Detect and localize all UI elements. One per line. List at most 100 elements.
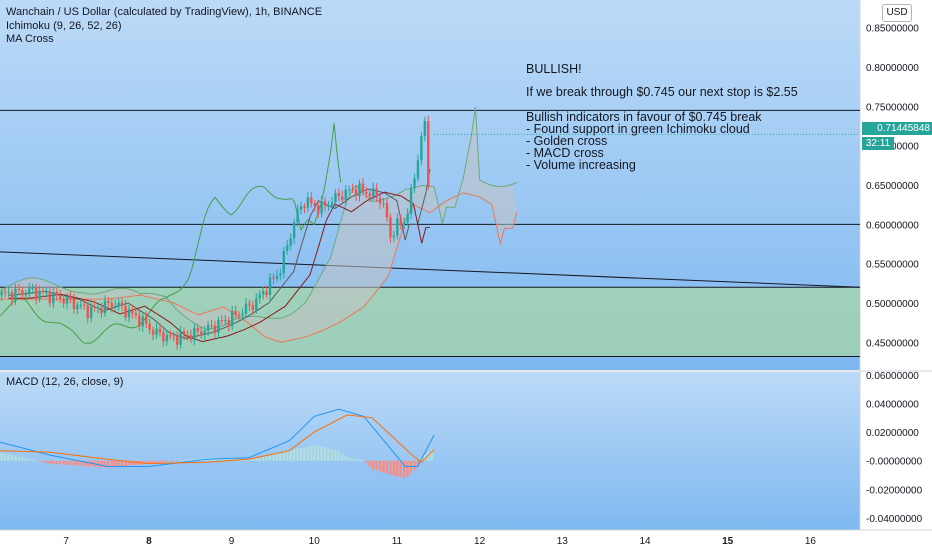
macd-histogram-bar[interactable] xyxy=(230,458,234,461)
macd-histogram-bar[interactable] xyxy=(334,449,337,461)
candle[interactable] xyxy=(38,285,41,303)
candle[interactable] xyxy=(413,173,416,194)
macd-histogram-bar[interactable] xyxy=(165,460,168,462)
macd-histogram-bar[interactable] xyxy=(62,460,65,465)
macd-histogram-bar[interactable] xyxy=(110,460,113,468)
macd-histogram-bar[interactable] xyxy=(86,460,89,467)
candle[interactable] xyxy=(93,300,96,312)
candle[interactable] xyxy=(334,189,337,208)
candle[interactable] xyxy=(28,283,31,298)
candle[interactable] xyxy=(169,329,172,340)
macd-histogram-bar[interactable] xyxy=(76,460,79,466)
macd-histogram-bar[interactable] xyxy=(368,460,371,467)
candle[interactable] xyxy=(354,184,358,202)
candle[interactable] xyxy=(327,201,330,211)
macd-histogram-bar[interactable] xyxy=(162,460,165,463)
macd-histogram-bar[interactable] xyxy=(27,458,31,461)
macd-histogram-bar[interactable] xyxy=(371,460,375,470)
ichimoku-span-b[interactable] xyxy=(0,192,518,343)
macd-histogram-bar[interactable] xyxy=(337,450,340,461)
candle[interactable] xyxy=(231,305,234,331)
macd-histogram-bar[interactable] xyxy=(306,446,310,461)
candle[interactable] xyxy=(155,323,158,340)
macd-histogram-bar[interactable] xyxy=(151,460,155,464)
candle[interactable] xyxy=(175,331,179,350)
candle[interactable] xyxy=(303,203,306,214)
macd-histogram-bar[interactable] xyxy=(217,458,220,461)
macd-histogram-bar[interactable] xyxy=(296,448,299,461)
macd-histogram-bar[interactable] xyxy=(182,460,186,461)
candle[interactable] xyxy=(17,283,21,294)
macd-histogram-bar[interactable] xyxy=(344,456,347,461)
candle[interactable] xyxy=(100,302,103,319)
macd-histogram-bar[interactable] xyxy=(402,460,406,479)
macd-histogram-bar[interactable] xyxy=(265,455,268,461)
candle[interactable] xyxy=(375,183,378,203)
candle[interactable] xyxy=(196,323,199,337)
candle[interactable] xyxy=(344,185,347,206)
candle[interactable] xyxy=(406,208,409,226)
candle[interactable] xyxy=(117,298,120,311)
macd-histogram-bar[interactable] xyxy=(127,460,131,466)
macd-histogram-bar[interactable] xyxy=(416,460,420,468)
candle[interactable] xyxy=(210,319,213,330)
macd-histogram-bar[interactable] xyxy=(385,460,389,474)
candle[interactable] xyxy=(10,288,14,306)
candle[interactable] xyxy=(365,186,368,199)
candle[interactable] xyxy=(341,190,344,204)
macd-legend[interactable]: MACD (12, 26, close, 9) xyxy=(6,376,124,388)
macd-histogram-bar[interactable] xyxy=(392,460,396,476)
candle[interactable] xyxy=(34,283,38,305)
macd-histogram-bar[interactable] xyxy=(175,460,179,462)
candle[interactable] xyxy=(189,329,193,343)
candle[interactable] xyxy=(55,288,58,301)
candle[interactable] xyxy=(110,298,113,313)
macd-histogram-bar[interactable] xyxy=(120,460,124,467)
macd-histogram-bar[interactable] xyxy=(58,460,62,465)
candle[interactable] xyxy=(241,308,244,320)
candle[interactable] xyxy=(79,299,83,310)
candle[interactable] xyxy=(62,294,65,309)
candle[interactable] xyxy=(31,283,34,294)
candle[interactable] xyxy=(217,316,220,339)
macd-histogram-bar[interactable] xyxy=(48,460,52,464)
macd-histogram-bar[interactable] xyxy=(45,460,48,463)
macd-histogram-bar[interactable] xyxy=(186,459,189,461)
macd-histogram-bar[interactable] xyxy=(244,459,248,461)
macd-histogram-bar[interactable] xyxy=(227,458,230,461)
candle[interactable] xyxy=(403,217,406,230)
candle[interactable] xyxy=(145,311,148,328)
candle[interactable] xyxy=(320,195,323,218)
macd-histogram-bar[interactable] xyxy=(17,456,21,461)
candle[interactable] xyxy=(120,298,124,311)
macd-histogram-bar[interactable] xyxy=(69,460,72,466)
macd-signal-line[interactable] xyxy=(0,414,435,465)
candle[interactable] xyxy=(162,329,165,347)
candle[interactable] xyxy=(24,289,27,301)
candle[interactable] xyxy=(52,287,55,309)
candle[interactable] xyxy=(131,305,134,319)
candle[interactable] xyxy=(227,316,230,332)
candle[interactable] xyxy=(124,299,127,321)
ichimoku-kijun[interactable] xyxy=(8,191,430,343)
candle[interactable] xyxy=(372,182,375,201)
candle[interactable] xyxy=(275,270,279,283)
macd-histogram-bar[interactable] xyxy=(255,457,258,461)
candle[interactable] xyxy=(358,179,361,202)
candle[interactable] xyxy=(200,325,203,339)
macd-histogram-bar[interactable] xyxy=(292,449,296,461)
candle[interactable] xyxy=(261,286,265,300)
macd-histogram-bar[interactable] xyxy=(10,454,14,461)
macd-histogram-bar[interactable] xyxy=(251,458,254,461)
macd-histogram-bar[interactable] xyxy=(310,445,313,461)
candle[interactable] xyxy=(234,305,237,319)
candle[interactable] xyxy=(83,299,86,310)
candle[interactable] xyxy=(141,313,144,332)
macd-histogram-bar[interactable] xyxy=(399,460,402,478)
candle[interactable] xyxy=(59,290,62,303)
macd-histogram-bar[interactable] xyxy=(144,460,148,464)
candle[interactable] xyxy=(186,330,189,341)
macd-histogram-bar[interactable] xyxy=(3,453,7,461)
macd-histogram-bar[interactable] xyxy=(358,459,361,461)
